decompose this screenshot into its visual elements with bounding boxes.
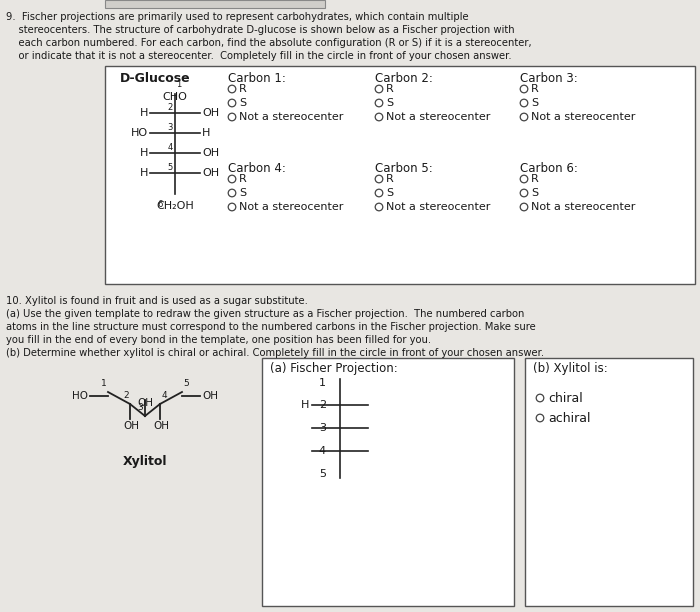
Text: Carbon 1:: Carbon 1: — [228, 72, 286, 85]
FancyBboxPatch shape — [105, 0, 325, 8]
Text: each carbon numbered. For each carbon, find the absolute configuration (R or S) : each carbon numbered. For each carbon, f… — [6, 38, 531, 48]
Text: R: R — [239, 84, 246, 94]
Text: 3: 3 — [319, 423, 326, 433]
Text: R: R — [531, 174, 539, 184]
Bar — [105, 66, 695, 284]
Bar — [262, 358, 514, 606]
Bar — [525, 358, 693, 606]
Text: Not a stereocenter: Not a stereocenter — [531, 112, 636, 122]
Text: 2: 2 — [319, 400, 326, 410]
Text: achiral: achiral — [548, 411, 591, 425]
Text: OH: OH — [202, 391, 218, 401]
Text: 1: 1 — [101, 379, 107, 388]
Text: Xylitol: Xylitol — [122, 455, 167, 468]
Text: S: S — [386, 188, 393, 198]
Text: OH: OH — [137, 398, 153, 408]
Text: Not a stereocenter: Not a stereocenter — [531, 202, 636, 212]
Text: 2: 2 — [123, 391, 129, 400]
Text: you fill in the end of every bond in the template, one position has been filled : you fill in the end of every bond in the… — [6, 335, 431, 345]
Text: OH: OH — [153, 421, 169, 431]
Text: 9.  Fischer projections are primarily used to represent carbohydrates, which con: 9. Fischer projections are primarily use… — [6, 12, 468, 22]
Text: S: S — [531, 98, 538, 108]
Text: OH: OH — [123, 421, 139, 431]
Text: S: S — [531, 188, 538, 198]
Text: R: R — [239, 174, 246, 184]
Text: Not a stereocenter: Not a stereocenter — [239, 202, 344, 212]
Text: H: H — [139, 148, 148, 158]
Text: H: H — [139, 108, 148, 118]
Text: R: R — [386, 84, 393, 94]
Text: H: H — [202, 128, 211, 138]
Text: Not a stereocenter: Not a stereocenter — [239, 112, 344, 122]
Text: 1: 1 — [319, 378, 326, 388]
Text: (a) Use the given template to redraw the given structure as a Fischer projection: (a) Use the given template to redraw the… — [6, 309, 524, 319]
Text: H: H — [139, 168, 148, 178]
Text: Carbon 6:: Carbon 6: — [520, 162, 578, 175]
Text: OH: OH — [202, 168, 219, 178]
Text: 4: 4 — [168, 143, 173, 152]
Text: Carbon 2:: Carbon 2: — [375, 72, 433, 85]
Text: Not a stereocenter: Not a stereocenter — [386, 112, 491, 122]
Text: S: S — [239, 98, 246, 108]
Text: 3: 3 — [137, 403, 143, 412]
Text: H: H — [300, 400, 309, 410]
Text: (b) Determine whether xylitol is chiral or achiral. Completely fill in the circl: (b) Determine whether xylitol is chiral … — [6, 348, 544, 358]
Text: 5: 5 — [183, 379, 189, 388]
Text: HO: HO — [131, 128, 148, 138]
Text: CH₂OH: CH₂OH — [156, 201, 194, 211]
Text: stereocenters. The structure of carbohydrate D-glucose is shown below as a Fisch: stereocenters. The structure of carbohyd… — [6, 25, 514, 35]
Text: S: S — [386, 98, 393, 108]
Text: Carbon 5:: Carbon 5: — [375, 162, 433, 175]
Text: (a) Fischer Projection:: (a) Fischer Projection: — [270, 362, 398, 375]
Text: R: R — [386, 174, 393, 184]
Text: HO: HO — [72, 391, 88, 401]
Text: 10. Xylitol is found in fruit and is used as a sugar substitute.: 10. Xylitol is found in fruit and is use… — [6, 296, 308, 306]
Text: 1: 1 — [176, 80, 181, 89]
Text: 3: 3 — [167, 123, 173, 132]
Text: (b) Xylitol is:: (b) Xylitol is: — [533, 362, 608, 375]
Text: D-Glucose: D-Glucose — [120, 72, 190, 85]
Text: 5: 5 — [168, 163, 173, 172]
Text: 4: 4 — [319, 446, 326, 456]
Text: Not a stereocenter: Not a stereocenter — [386, 202, 491, 212]
Text: R: R — [531, 84, 539, 94]
Text: 2: 2 — [168, 103, 173, 112]
Text: OH: OH — [202, 108, 219, 118]
Text: Carbon 4:: Carbon 4: — [228, 162, 286, 175]
Text: chiral: chiral — [548, 392, 582, 405]
Text: CHO: CHO — [162, 92, 188, 102]
Text: Carbon 3:: Carbon 3: — [520, 72, 578, 85]
Text: atoms in the line structure must correspond to the numbered carbons in the Fisch: atoms in the line structure must corresp… — [6, 322, 536, 332]
Text: 6: 6 — [158, 200, 163, 209]
Text: OH: OH — [202, 148, 219, 158]
Text: 5: 5 — [319, 469, 326, 479]
Text: or indicate that it is not a stereocenter.  Completely fill in the circle in fro: or indicate that it is not a stereocente… — [6, 51, 512, 61]
Text: S: S — [239, 188, 246, 198]
Text: 4: 4 — [161, 391, 167, 400]
